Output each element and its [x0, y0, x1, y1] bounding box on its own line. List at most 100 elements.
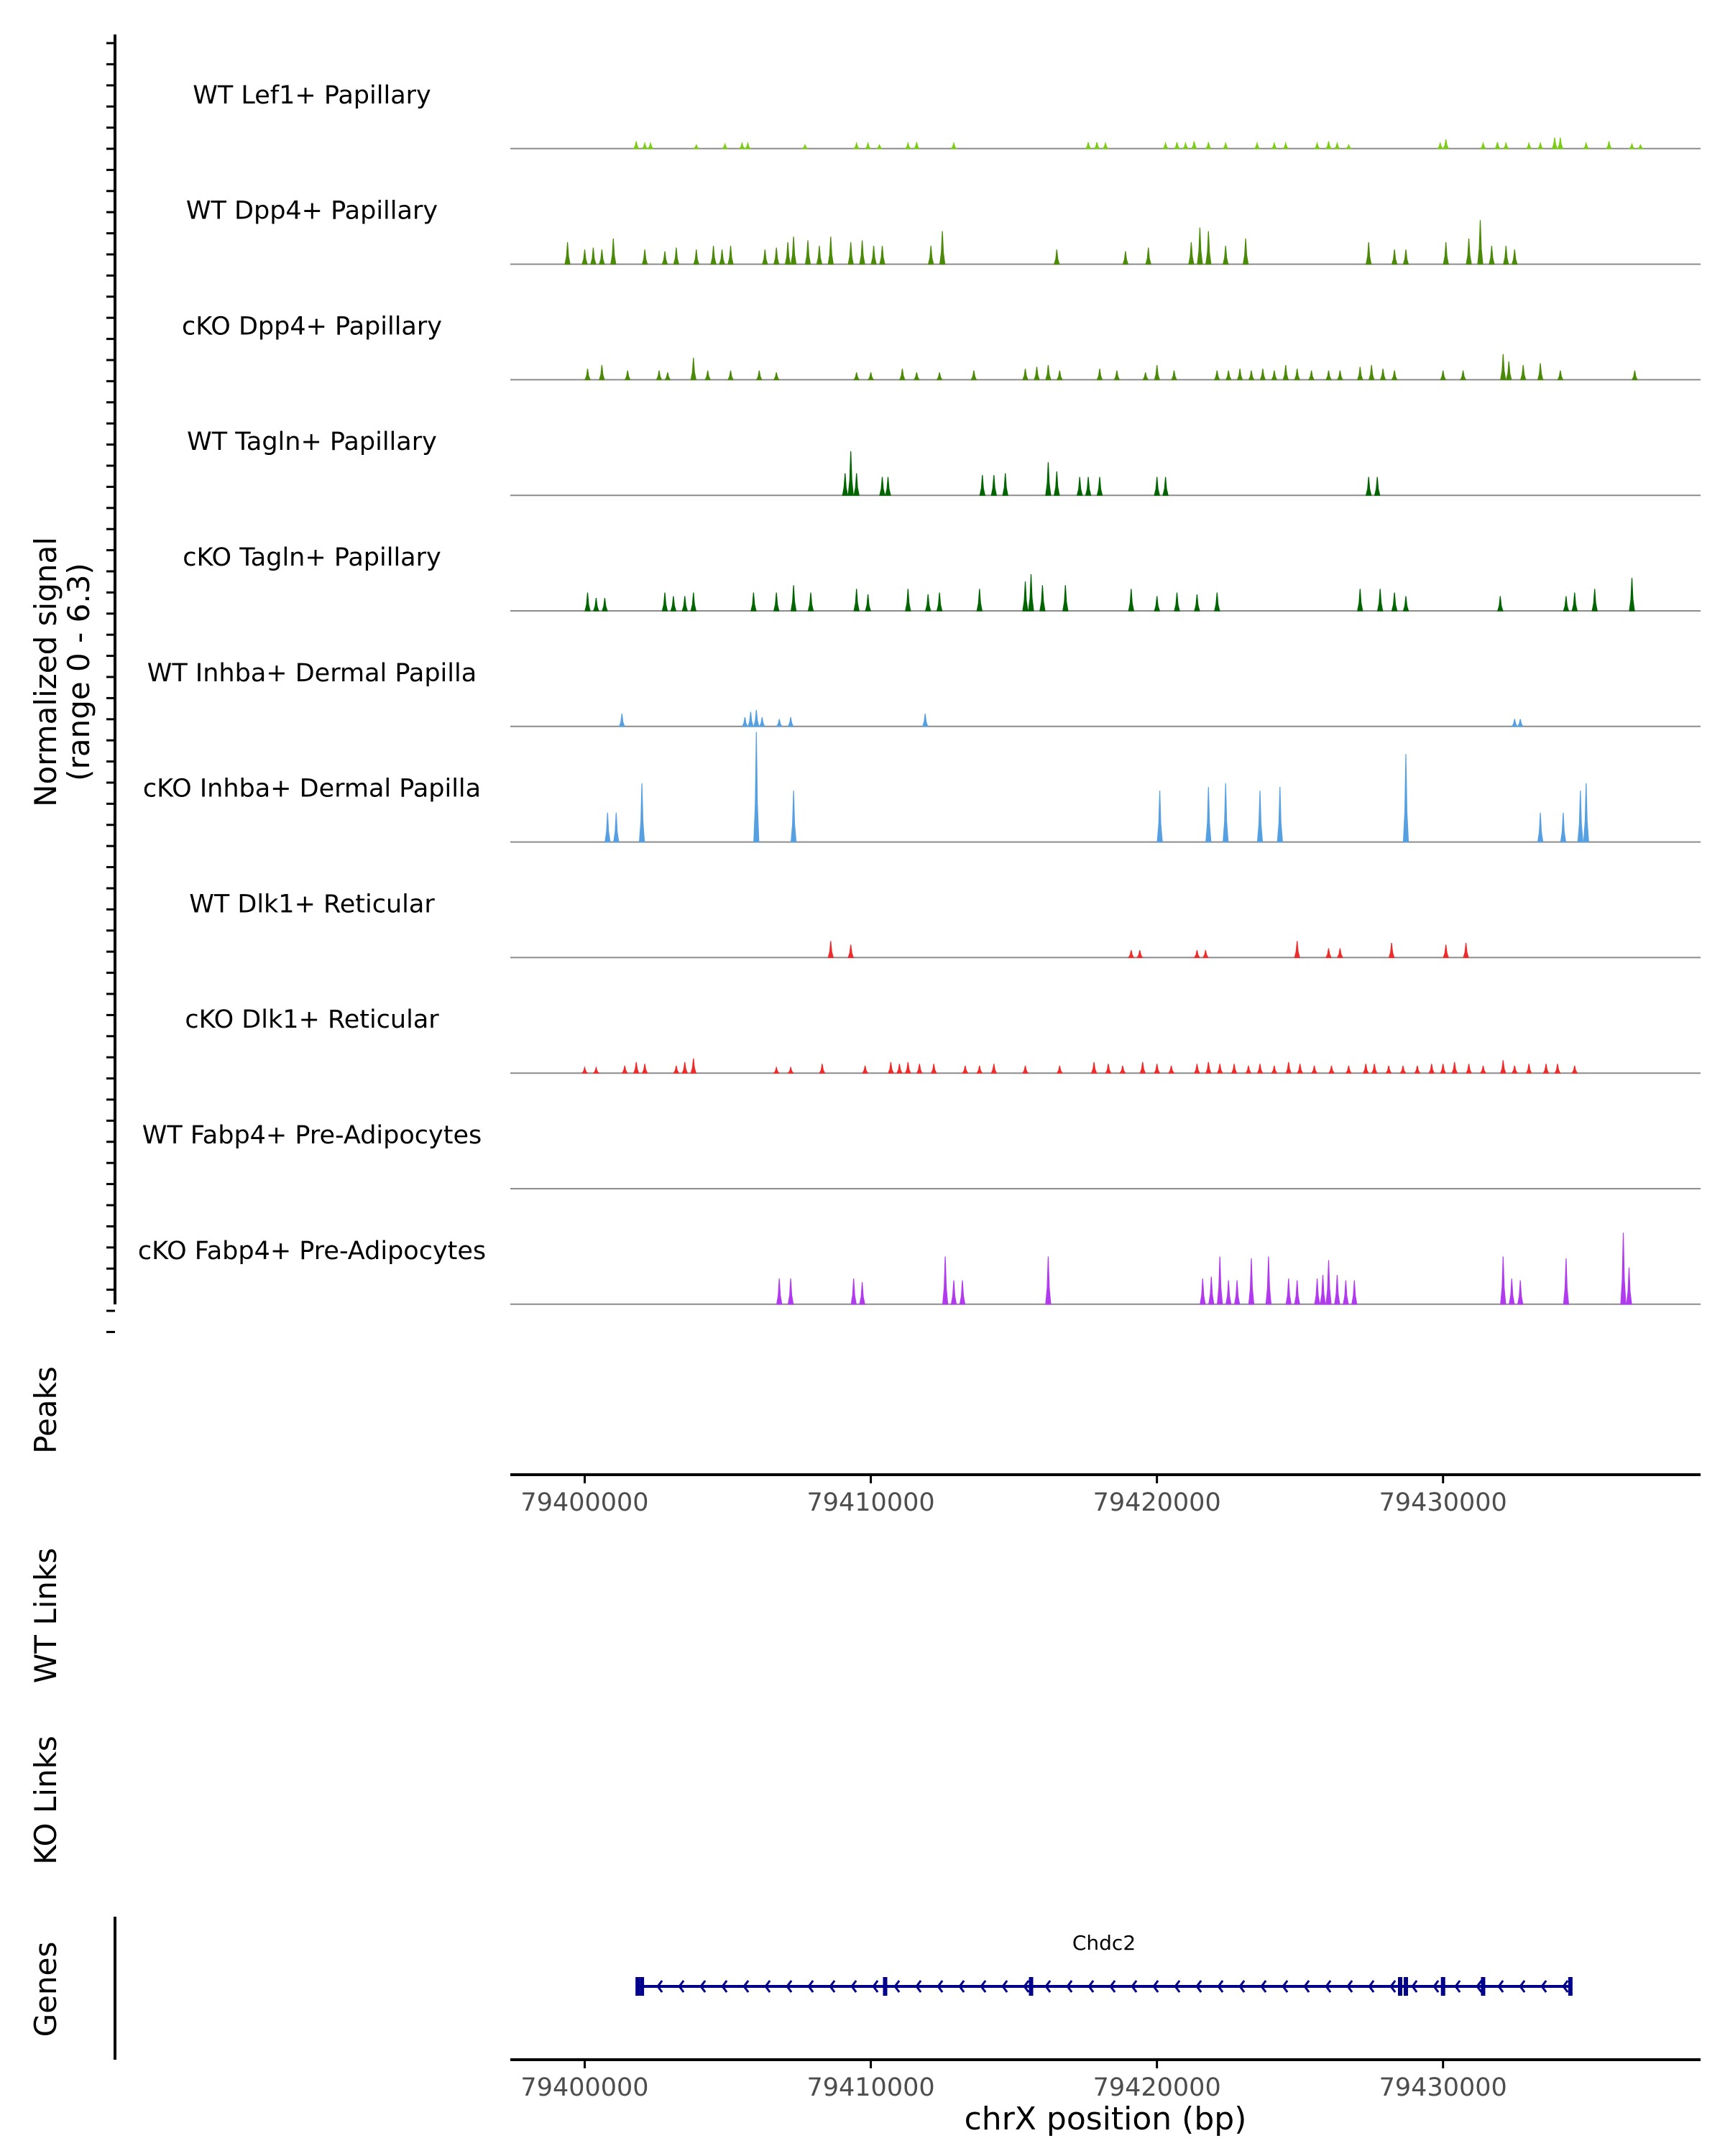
coverage-track: cKO Inhba+ Dermal Papilla	[143, 732, 1701, 843]
signal-peak	[1494, 142, 1501, 149]
signal-peak	[690, 1058, 697, 1074]
coverage-track: WT Dlk1+ Reticular	[189, 890, 1701, 959]
signal-peak	[1205, 1061, 1212, 1074]
signal-peak	[1626, 1267, 1632, 1305]
strand-arrow	[1001, 1980, 1008, 1993]
signal-peak	[942, 1256, 949, 1305]
signal-peak	[1511, 1065, 1518, 1074]
signal-peak	[1200, 1279, 1206, 1305]
signal-peak	[1537, 812, 1544, 843]
signal-y-ticks	[106, 42, 115, 1333]
signal-peak	[624, 370, 631, 380]
signal-peak	[1128, 589, 1135, 612]
signal-peak	[755, 370, 763, 380]
signal-peak	[610, 238, 617, 265]
gene-exon	[883, 1977, 888, 1996]
signal-peak	[692, 144, 700, 149]
signal-peak	[1628, 142, 1636, 149]
signal-peak	[888, 1061, 894, 1074]
signal-peak	[1357, 589, 1363, 612]
signal-peak	[1223, 783, 1229, 843]
signal-peak	[1093, 142, 1100, 149]
signal-peak	[847, 944, 855, 958]
track-label: WT Lef1+ Papillary	[193, 81, 431, 110]
strand-arrow	[1346, 1980, 1353, 1993]
signal-peak	[1054, 471, 1060, 496]
coverage-track: WT Inhba+ Dermal Papilla	[147, 659, 1701, 727]
signal-ylabel-line2: (range 0 - 6.3)	[61, 563, 96, 781]
signal-peak	[647, 141, 654, 149]
signal-peak	[936, 372, 943, 380]
signal-peak	[1466, 238, 1472, 265]
signal-peak	[801, 144, 809, 149]
x-tick-label: 79410000	[806, 2073, 934, 2102]
signal-peak	[758, 717, 765, 727]
signal-peak	[604, 812, 611, 843]
signal-peak	[1193, 950, 1200, 958]
signal-peak	[927, 246, 934, 265]
signal-peak	[727, 370, 734, 380]
signal-peak	[1336, 370, 1343, 380]
signal-peak	[1365, 241, 1372, 265]
signal-peak	[1343, 1280, 1349, 1305]
signal-peak	[1325, 1260, 1332, 1305]
signal-peak	[704, 370, 712, 380]
signal-peak	[1271, 1065, 1278, 1074]
gene-exon	[1568, 1977, 1573, 1996]
signal-peak	[776, 719, 783, 727]
strand-arrow	[829, 1980, 836, 1993]
signal-peak	[859, 1282, 865, 1305]
signal-peak	[621, 1065, 628, 1074]
signal-peak	[673, 1065, 680, 1074]
signal-peak	[979, 475, 986, 496]
signal-peak	[1328, 1065, 1335, 1074]
signal-peak	[859, 240, 865, 265]
track-label: cKO Tagln+ Papillary	[183, 543, 441, 572]
signal-peak	[787, 717, 794, 727]
signal-peak	[1443, 139, 1450, 149]
signal-peak	[1402, 596, 1409, 612]
x-tick-label: 79400000	[520, 2073, 648, 2102]
signal-peak	[1500, 1256, 1506, 1305]
signal-peak	[853, 589, 860, 612]
signal-peak	[853, 473, 860, 496]
signal-peak	[1517, 719, 1524, 727]
signal-peak	[1525, 1064, 1532, 1074]
signal-peak	[1509, 1279, 1515, 1305]
signal-peak	[1512, 249, 1518, 265]
signal-peak	[1557, 137, 1564, 149]
signal-peak	[1563, 596, 1570, 612]
signal-peak	[1022, 581, 1029, 612]
x-tick-label: 79420000	[1093, 1488, 1221, 1517]
signal-peak	[1282, 141, 1289, 149]
signal-peak	[710, 246, 717, 265]
signal-peak	[1128, 950, 1135, 958]
signal-peak	[1139, 1061, 1146, 1074]
signal-peak	[719, 249, 725, 265]
signal-peak	[1345, 1065, 1352, 1074]
coverage-track: cKO Tagln+ Papillary	[183, 543, 1701, 612]
signal-peak	[599, 249, 605, 265]
signal-peak	[1606, 141, 1613, 149]
coverage-tracks: WT Lef1+ Papillary WT Dpp4+ Papillary cKO …	[138, 81, 1701, 1305]
signal-peak	[1563, 1258, 1570, 1305]
strand-arrow	[1023, 1980, 1030, 1993]
signal-peak	[1256, 1064, 1264, 1074]
signal-peak	[819, 1064, 826, 1074]
signal-peak	[1333, 141, 1341, 149]
signal-peak	[1193, 1064, 1200, 1074]
signal-peak	[1479, 141, 1487, 149]
signal-peak	[727, 246, 734, 265]
strand-arrow	[1432, 1980, 1440, 1993]
signal-peak	[753, 709, 760, 727]
signal-peak	[1325, 948, 1332, 958]
signal-peak	[741, 717, 748, 727]
strand-arrow	[1389, 1980, 1397, 1993]
signal-peak	[1414, 1065, 1421, 1074]
signal-peak	[690, 357, 697, 380]
signal-peak	[896, 1064, 903, 1074]
signal-peak	[1113, 370, 1121, 380]
signal-peak	[641, 249, 648, 265]
signal-peak	[664, 372, 671, 380]
signal-peak	[1466, 1064, 1473, 1074]
